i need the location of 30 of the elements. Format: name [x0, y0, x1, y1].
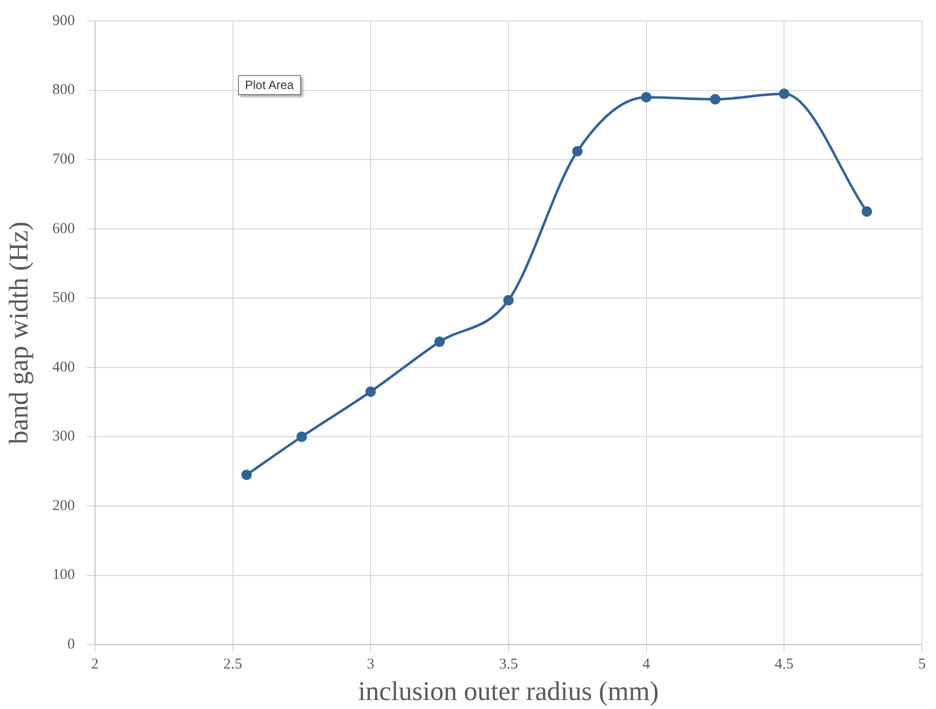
y-tick-label: 0	[67, 636, 75, 653]
point	[572, 146, 583, 157]
y-tick-label: 700	[52, 152, 75, 168]
y-tick-label: 500	[52, 290, 75, 306]
x-tick-label: 2.5	[223, 656, 242, 673]
y-tick-label: 300	[52, 428, 75, 445]
y-tick-label: 200	[52, 498, 75, 514]
point	[503, 294, 514, 306]
y-axis-title: band gap width (Hz)	[3, 221, 34, 444]
x-tick-label: 5	[918, 656, 926, 673]
y-tick-label: 900	[52, 12, 75, 29]
point	[862, 206, 872, 217]
point	[365, 386, 376, 397]
y-tick-label: 600	[52, 220, 75, 237]
x-tick-label: 4	[642, 656, 651, 673]
x-tick-label: 4.5	[774, 656, 794, 673]
point	[434, 336, 445, 348]
note-box: Plot Area	[238, 75, 301, 95]
point	[710, 94, 720, 105]
point	[296, 431, 307, 442]
point	[641, 92, 652, 102]
y-tick-label: 400	[52, 359, 75, 376]
point	[778, 88, 790, 100]
point	[241, 470, 252, 480]
y-tick-label: 800	[52, 82, 75, 98]
y-tick-label: 100	[52, 567, 75, 584]
x-tick-label: 3.5	[499, 656, 518, 673]
x-tick-label: 3	[366, 656, 374, 673]
x-tick-label: 2	[91, 656, 99, 673]
x-axis-title: inclusion outer radius (mm)	[358, 676, 659, 706]
